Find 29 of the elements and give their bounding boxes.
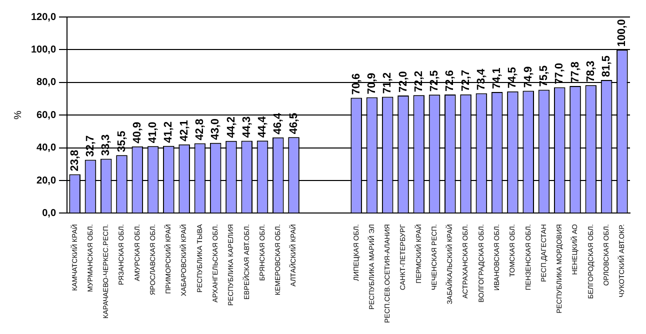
data-label: 44,3 (240, 116, 253, 138)
y-tick-label: 80,0 (36, 77, 56, 88)
data-label: 70,9 (366, 72, 378, 94)
data-label: 40,9 (131, 122, 144, 144)
data-label: 23,8 (68, 150, 81, 172)
data-label: 41,0 (147, 122, 160, 144)
y-axis-title: % (12, 110, 24, 120)
y-tick-label: 60,0 (36, 110, 56, 121)
data-label: 44,4 (256, 115, 269, 138)
y-tick-label: 0,0 (42, 208, 56, 219)
data-label: 74,5 (506, 66, 519, 88)
y-tick-label: 40,0 (36, 142, 56, 154)
data-label: 43,0 (210, 118, 222, 140)
data-label: 42,1 (178, 120, 190, 142)
data-label: 41,2 (162, 121, 175, 143)
data-label: 100,0 (616, 19, 628, 47)
y-tick-label: 120,0 (30, 12, 56, 23)
y-tick-label: 100,0 (30, 44, 56, 56)
data-label: 74,1 (491, 68, 504, 90)
data-label: 70,6 (350, 73, 362, 95)
data-label: 74,9 (522, 66, 534, 88)
data-label: 77,0 (554, 62, 566, 84)
data-label: 71,2 (382, 72, 394, 94)
data-label: 44,2 (225, 116, 238, 138)
data-label: 42,8 (194, 118, 206, 140)
data-label: 81,5 (600, 56, 613, 77)
data-label: 77,8 (569, 62, 582, 83)
data-label: 78,3 (584, 60, 597, 82)
y-tick-label: 20,0 (36, 175, 56, 186)
